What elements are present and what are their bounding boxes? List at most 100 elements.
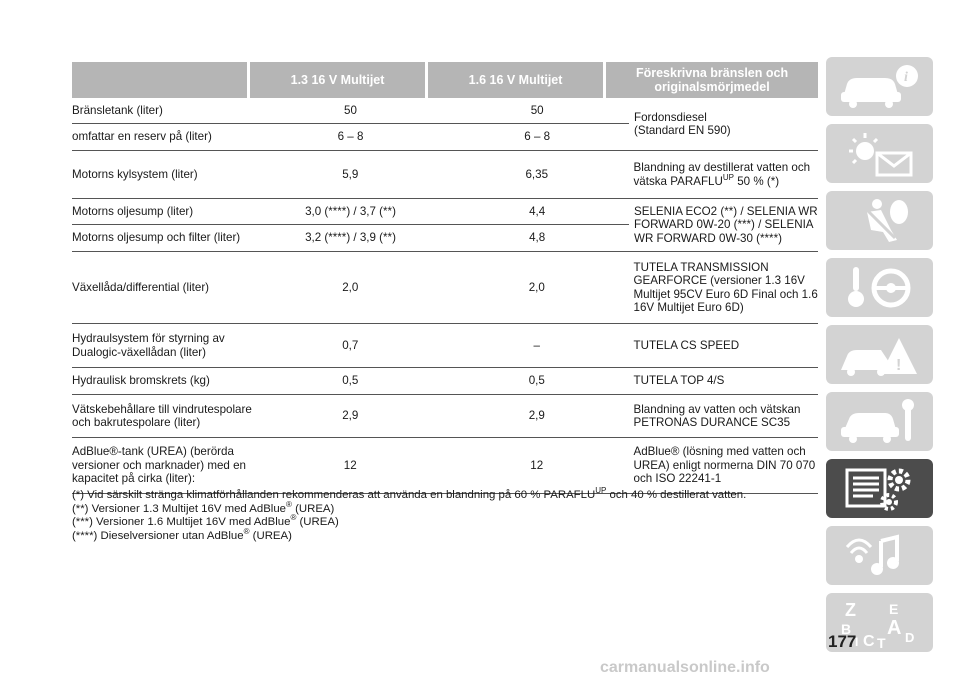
footnote-2-end: (UREA) (295, 502, 335, 515)
washer-1-3: 2,9 (342, 409, 359, 423)
gearbox-spec-line1: TUTELA TRANSMISSION (633, 260, 769, 274)
table-row-oil: Motorns oljesump (liter) 3,0 (****) / 3,… (72, 199, 818, 252)
oil-filter-label: Motorns oljesump och filter (liter) (72, 231, 241, 245)
header-fuels-lubricants: Föreskrivna bränslen och originalsmörjme… (606, 62, 819, 98)
index-icon: Z E B A D C T I (841, 600, 914, 648)
adblue-spec-line1: AdBlue® (lösning med vatten och (633, 445, 806, 459)
fuel-tank-1-3: 50 (344, 103, 357, 117)
washer-spec: Blandning av vatten och vätskan PETRONAS… (632, 395, 819, 437)
hydraulic-label-line1: Hydraulsystem för styrning av (72, 332, 225, 345)
cooling-spec-line1: Blandning av destillerat vatten och (633, 161, 811, 174)
hydraulic-label-line2: Dualogic-växellådan (liter) (72, 345, 207, 359)
brakes-1-3: 0,5 (342, 374, 359, 388)
warning-lights-icon (848, 132, 912, 176)
index-letter-c: C (863, 633, 875, 648)
table-row-washer: Vätskebehållare till vindrutespolare och… (72, 395, 818, 438)
adblue-1-6: 12 (530, 458, 544, 472)
fuel-spec: Fordonsdiesel (Standard EN 590) (632, 98, 818, 150)
washer-1-6: 2,9 (528, 409, 545, 423)
tab-emergency[interactable]: ! (826, 325, 933, 384)
header-1-6-multijet: 1.6 16 V Multijet (428, 62, 604, 98)
hydraulic-spec: TUTELA CS SPEED (633, 338, 740, 352)
gearbox-spec-line3: Multijet 95CV Euro 6D Final och 1.6 (633, 287, 818, 301)
brakes-spec: TUTELA TOP 4/S (633, 374, 725, 388)
tab-index[interactable]: Z E B A D C T I (826, 593, 933, 652)
footnote-1-sup: UP (595, 486, 607, 496)
emergency-icon: ! (840, 337, 917, 376)
table-row-fuel: Bränsletank (liter) 50 50 omfattar en re… (72, 98, 818, 151)
oil-spec-line2: FORWARD 0W-20 (***) / SELENIA (634, 218, 814, 232)
tab-warning-lights[interactable] (826, 124, 933, 183)
safety-airbag-icon (863, 198, 908, 242)
footnote-4-end: (UREA) (252, 529, 292, 542)
chapter-tabs: i (826, 57, 936, 660)
footnote-4: (****) Dieselversioner utan AdBlue® (URE… (72, 526, 818, 544)
brakes-label: Hydraulisk bromskrets (kg) (72, 374, 210, 388)
tab-maintenance[interactable] (826, 392, 933, 451)
oil-spec-line3: WR FORWARD 0W-30 (****) (634, 231, 782, 245)
washer-spec-line2: PETRONAS DURANCE SC35 (633, 416, 791, 429)
maintenance-icon (840, 398, 914, 443)
footnote-3: (***) Versioner 1.6 Multijet 16V med AdB… (72, 514, 818, 530)
hydraulic-1-3: 0,7 (342, 338, 359, 352)
cooling-spec: Blandning av destillerat vatten och väts… (632, 151, 819, 198)
page-number: 177 (828, 632, 857, 651)
tab-car-info[interactable]: i (826, 57, 933, 116)
table-row-cooling: Motorns kylsystem (liter) 5,9 6,35 Bland… (72, 151, 818, 199)
washer-label-line1: Vätskebehållare till vindrutespolare (72, 402, 252, 416)
footnote-4-text: (****) Dieselversioner utan AdBlue (72, 529, 244, 542)
fuel-tank-label: Bränsletank (liter) (72, 103, 163, 117)
footnote-1: (*) Vid särskilt stränga klimatförhållan… (72, 486, 818, 503)
gearbox-1-3: 2,0 (342, 280, 359, 294)
fuel-spec-line1: Fordonsdiesel (634, 110, 707, 124)
table-row-brakes: Hydraulisk bromskrets (kg) 0,5 0,5 TUTEL… (72, 368, 818, 395)
cooling-spec-fluid: vätska PARAFLU (633, 174, 723, 188)
footnote-2: (**) Versioner 1.3 Multijet 16V med AdBl… (72, 500, 818, 517)
adblue-spec-line3: och ISO 22241-1 (633, 472, 722, 486)
fuel-tank-1-6: 50 (530, 103, 544, 117)
fuel-spec-line2: (Standard EN 590) (634, 124, 731, 137)
svg-text:i: i (904, 70, 908, 85)
table-row-adblue: AdBlue®-tank (UREA) (berörda versioner o… (72, 438, 818, 494)
oil-sump-1-3: 3,0 (****) / 3,7 (**) (305, 204, 396, 218)
footnote-3-text: (***) Versioner 1.6 Multijet 16V med AdB… (72, 516, 291, 529)
oil-spec-line1: SELENIA ECO2 (**) / SELENIA WR (634, 204, 818, 218)
cooling-spec-line2: vätska PARAFLUUP 50 % (*) (633, 172, 780, 189)
technical-data-icon (845, 468, 910, 511)
capacities-table: 1.3 16 V Multijet 1.6 16 V Multijet Före… (72, 62, 819, 494)
reserve-label: omfattar en reserv på (liter) (72, 130, 212, 144)
watermark-text: carmanualsonline.info (600, 659, 770, 676)
index-letter-t: T (877, 635, 886, 648)
header-1-3-multijet: 1.3 16 V Multijet (250, 62, 426, 98)
adblue-label: AdBlue®-tank (UREA) (berörda versioner o… (72, 438, 256, 493)
adblue-1-3: 12 (343, 458, 357, 472)
washer-label: Vätskebehållare till vindrutespolare och… (72, 395, 256, 437)
tab-multimedia[interactable] (826, 526, 933, 585)
oil-sump-label: Motorns oljesump (liter) (72, 204, 194, 218)
tab-safety[interactable] (826, 191, 933, 250)
table-header: 1.3 16 V Multijet 1.6 16 V Multijet Före… (72, 62, 819, 98)
reserve-1-6: 6 – 8 (524, 130, 551, 144)
oil-filter-1-6: 4,8 (529, 231, 546, 245)
cooling-spec-sup: UP (722, 172, 734, 182)
table-row-hydraulic: Hydraulsystem för styrning av Dualogic-v… (72, 324, 818, 368)
footnote-3-end: (UREA) (299, 516, 339, 529)
index-letter-e: E (889, 601, 898, 617)
footnote-1-text: (*) Vid särskilt stränga klimatförhållan… (72, 489, 596, 501)
adblue-spec: AdBlue® (lösning med vatten och UREA) en… (632, 438, 819, 493)
starting-driving-icon (847, 266, 910, 307)
gearbox-spec: TUTELA TRANSMISSION GEARFORCE (versioner… (632, 252, 819, 323)
index-letter-i: I (855, 635, 858, 648)
hydraulic-1-6: – (533, 338, 540, 352)
oil-spec: SELENIA ECO2 (**) / SELENIA WR FORWARD 0… (632, 199, 818, 251)
index-letter-a: A (887, 617, 901, 639)
gearbox-label: Växellåda/differential (liter) (72, 280, 210, 294)
gearbox-spec-line2: GEARFORCE (versioner 1.3 16V (633, 274, 805, 287)
tab-starting-driving[interactable] (826, 258, 933, 317)
adblue-label-line2: versioner och marknader) med en (72, 458, 246, 472)
cooling-1-3: 5,9 (342, 167, 359, 181)
footnote-4-reg: ® (243, 526, 250, 536)
svg-text:!: ! (896, 357, 901, 374)
tab-technical-data[interactable] (826, 459, 933, 518)
